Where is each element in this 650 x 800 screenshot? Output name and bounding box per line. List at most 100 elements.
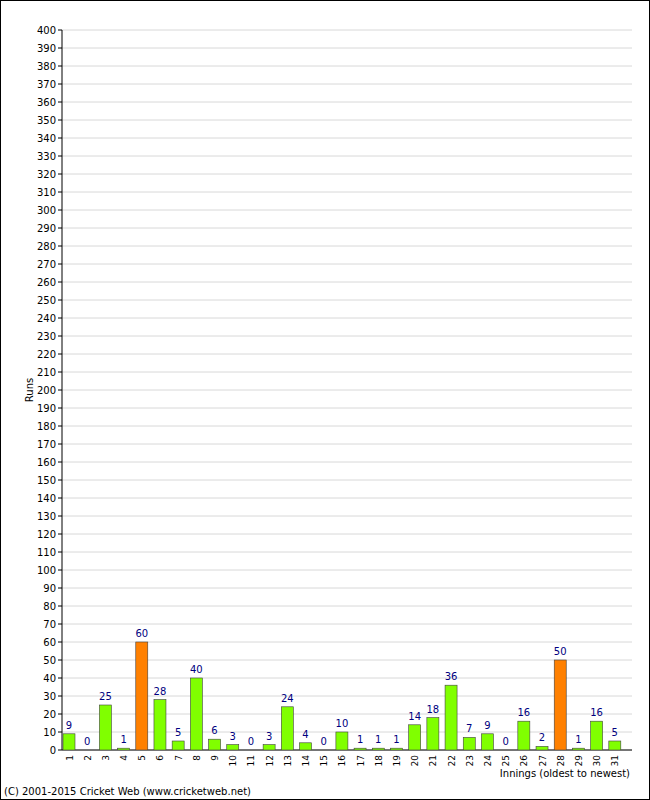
bar xyxy=(609,741,621,750)
y-tick-label: 240 xyxy=(37,313,56,324)
x-tick-label: 9 xyxy=(210,755,220,761)
bar xyxy=(481,734,493,750)
tick-mark xyxy=(58,336,62,337)
bar xyxy=(99,705,111,750)
tick-mark xyxy=(58,300,62,301)
tick-mark xyxy=(58,714,62,715)
tick-mark xyxy=(58,516,62,517)
y-tick-label: 90 xyxy=(43,583,56,594)
tick-mark xyxy=(58,606,62,607)
x-tick-label: 23 xyxy=(465,755,475,766)
y-tick-label: 200 xyxy=(37,385,56,396)
data-label: 25 xyxy=(99,691,112,702)
y-tick-label: 60 xyxy=(43,637,56,648)
bar xyxy=(227,745,239,750)
data-label: 9 xyxy=(484,720,490,731)
tick-mark xyxy=(58,156,62,157)
x-tick-label: 26 xyxy=(519,755,529,767)
grid-line xyxy=(62,84,632,85)
x-tick-label: 14 xyxy=(301,755,311,767)
x-tick-label: 10 xyxy=(228,755,238,767)
frame xyxy=(1,1,650,800)
grid-line xyxy=(62,318,632,319)
x-tick-label: 21 xyxy=(428,755,438,766)
y-tick-label: 380 xyxy=(37,61,56,72)
grid-line xyxy=(62,102,632,103)
grid-line xyxy=(62,552,632,553)
y-tick-label: 110 xyxy=(37,547,56,558)
x-tick-label: 18 xyxy=(374,755,384,767)
x-tick-label: 29 xyxy=(574,755,584,767)
y-tick-label: 260 xyxy=(37,277,56,288)
tick-mark xyxy=(58,408,62,409)
y-tick-label: 100 xyxy=(37,565,56,576)
grid-line xyxy=(62,570,632,571)
data-label: 1 xyxy=(575,734,581,745)
y-tick-label: 310 xyxy=(37,187,56,198)
data-label: 5 xyxy=(612,727,618,738)
y-tick-label: 50 xyxy=(43,655,56,666)
grid-line xyxy=(62,462,632,463)
tick-mark xyxy=(58,84,62,85)
data-label: 16 xyxy=(590,707,603,718)
y-tick-label: 340 xyxy=(37,133,56,144)
data-label: 7 xyxy=(466,723,472,734)
grid-line xyxy=(62,408,632,409)
data-label: 1 xyxy=(120,734,126,745)
bar xyxy=(463,737,475,750)
tick-mark xyxy=(58,354,62,355)
y-tick-label: 140 xyxy=(37,493,56,504)
y-tick-label: 300 xyxy=(37,205,56,216)
x-tick-label: 3 xyxy=(101,755,111,761)
y-tick-label: 270 xyxy=(37,259,56,270)
grid-line xyxy=(62,30,632,31)
tick-mark xyxy=(58,282,62,283)
tick-mark xyxy=(58,462,62,463)
grid-line xyxy=(62,498,632,499)
tick-mark xyxy=(58,48,62,49)
grid-line xyxy=(62,390,632,391)
data-label: 0 xyxy=(502,736,508,747)
tick-mark xyxy=(58,390,62,391)
grid-line xyxy=(62,282,632,283)
data-label: 0 xyxy=(84,736,90,747)
data-label: 40 xyxy=(190,664,203,675)
grid-line xyxy=(62,156,632,157)
tick-mark xyxy=(58,552,62,553)
y-tick-label: 360 xyxy=(37,97,56,108)
tick-mark xyxy=(58,696,62,697)
grid-line xyxy=(62,426,632,427)
tick-mark xyxy=(58,192,62,193)
bar xyxy=(354,748,366,750)
data-label: 18 xyxy=(427,704,440,715)
y-tick-label: 390 xyxy=(37,43,56,54)
y-tick-label: 80 xyxy=(43,601,56,612)
data-label: 2 xyxy=(539,732,545,743)
data-label: 3 xyxy=(230,731,236,742)
bar xyxy=(154,700,166,750)
y-tick-label: 330 xyxy=(37,151,56,162)
tick-mark xyxy=(58,660,62,661)
y-tick-label: 20 xyxy=(43,709,56,720)
y-tick-label: 70 xyxy=(43,619,56,630)
tick-mark xyxy=(58,228,62,229)
bar xyxy=(372,748,384,750)
tick-mark xyxy=(58,588,62,589)
data-label: 28 xyxy=(154,686,167,697)
copyright: (C) 2001-2015 Cricket Web (www.cricketwe… xyxy=(4,786,251,797)
tick-mark xyxy=(58,372,62,373)
x-tick-label: 8 xyxy=(192,755,202,761)
x-tick-label: 13 xyxy=(283,755,293,766)
bar xyxy=(63,734,75,750)
data-label: 5 xyxy=(175,727,181,738)
grid-line xyxy=(62,192,632,193)
x-tick-label: 30 xyxy=(592,755,602,767)
y-tick-label: 190 xyxy=(37,403,56,414)
y-tick-label: 250 xyxy=(37,295,56,306)
bar xyxy=(190,678,202,750)
grid-line xyxy=(62,138,632,139)
bar xyxy=(591,721,603,750)
x-axis-label: Innings (oldest to newest) xyxy=(500,768,630,779)
x-tick-label: 6 xyxy=(155,755,165,761)
tick-mark xyxy=(58,750,62,751)
